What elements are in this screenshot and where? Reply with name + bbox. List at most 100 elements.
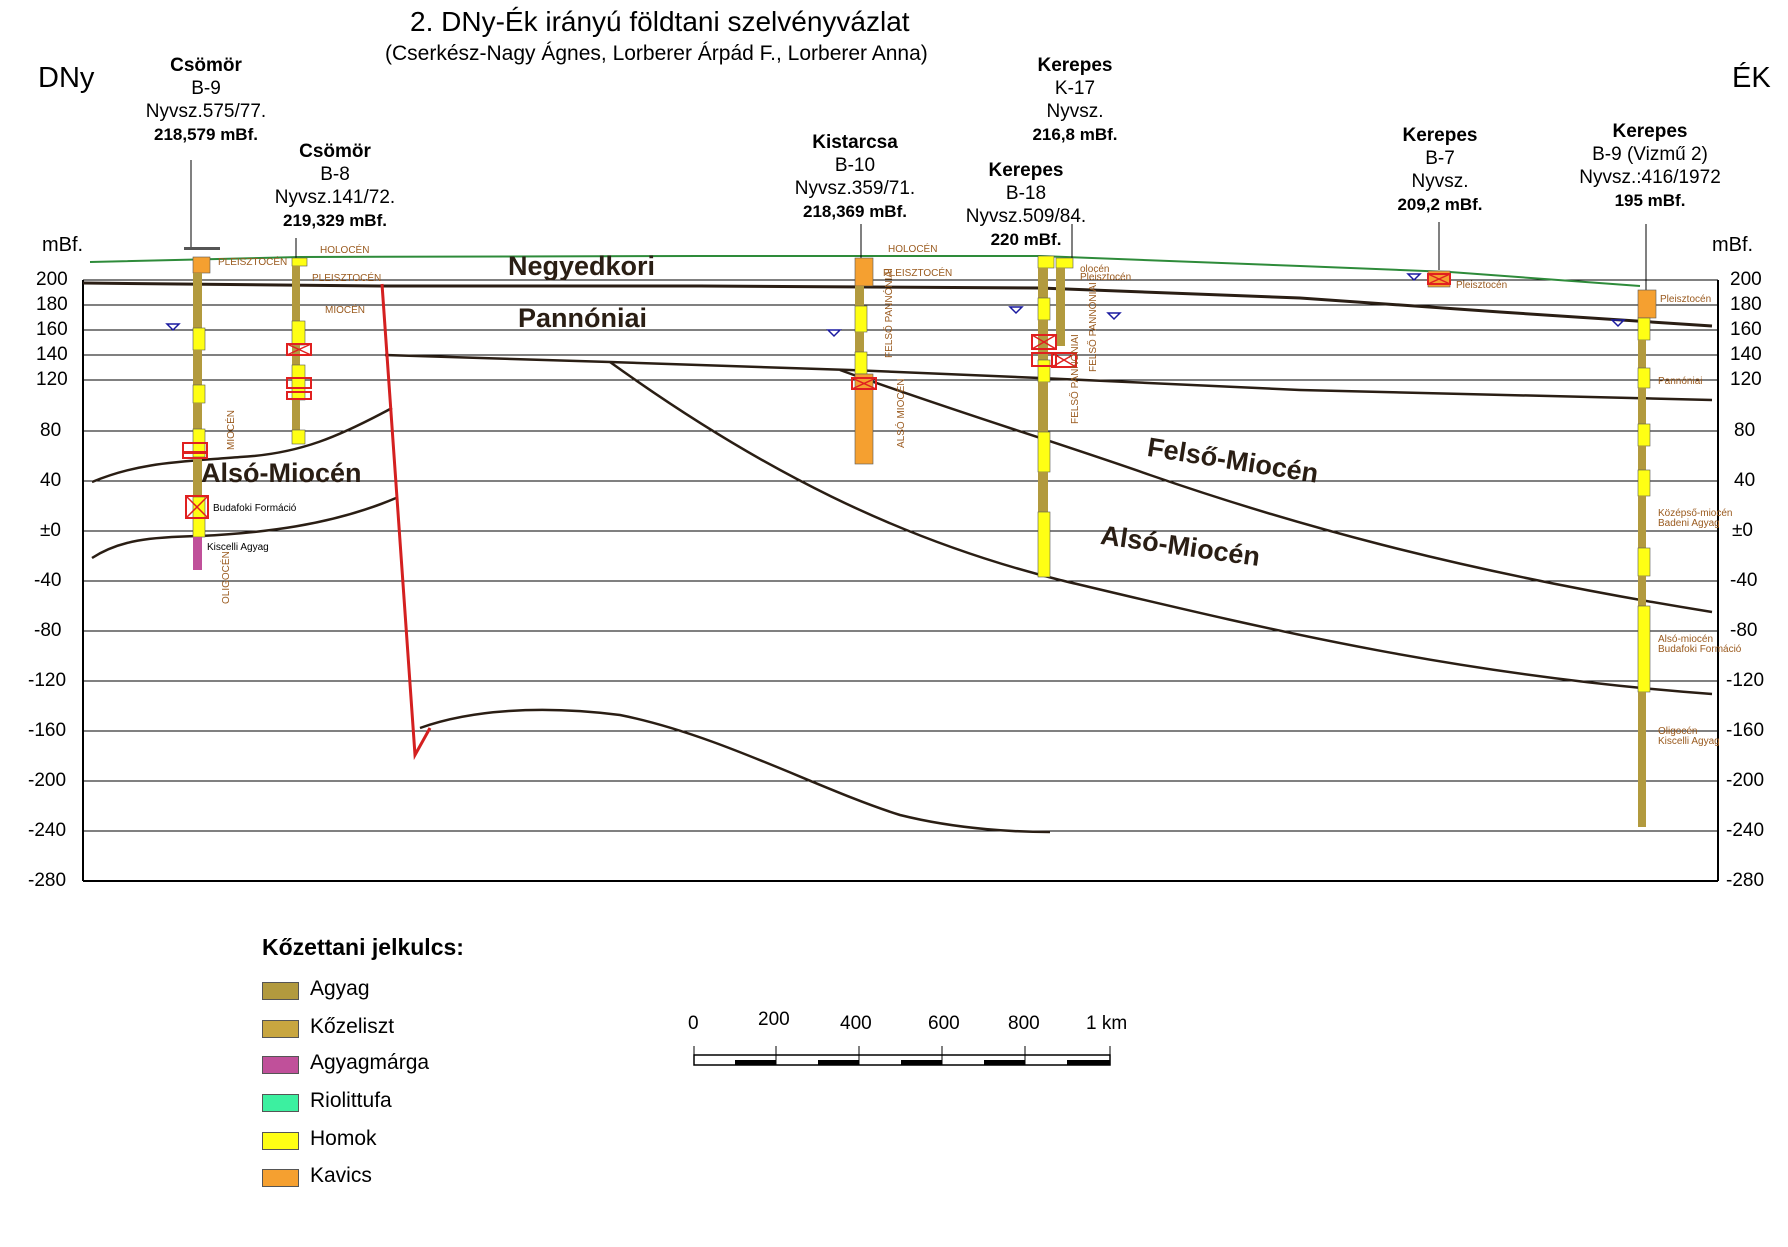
- well-code: B-18: [1005, 183, 1047, 204]
- layer-sand: [1037, 359, 1051, 383]
- filter-cross: [1031, 334, 1057, 350]
- layer-clay: [193, 457, 202, 497]
- layer-sand: [854, 305, 868, 333]
- strat-label: Pannóniai: [1658, 376, 1703, 387]
- tick-label: -80: [34, 620, 62, 641]
- borehole-log-csomor-b8: [286, 238, 312, 445]
- tick-label: -200: [1726, 770, 1765, 791]
- filter-marker: [1051, 352, 1077, 368]
- layer-sand: [1637, 317, 1651, 341]
- tick-label: -160: [1726, 720, 1765, 741]
- tick-label: -120: [28, 670, 67, 691]
- strat-label: OLIGOCÉN: [221, 551, 232, 604]
- figure-subtitle: (Cserkész-Nagy Ágnes, Lorberer Árpád F.,…: [385, 42, 928, 65]
- strat-label: PLEISZTOCÉN: [883, 268, 953, 279]
- strat-label: FELSŐ PANNÓNIAI: [1070, 334, 1081, 424]
- water-level-marker: [826, 329, 842, 338]
- tick-label: ±0: [40, 520, 61, 541]
- filter-cross: [1427, 273, 1451, 285]
- direction-right: ÉK: [1732, 62, 1771, 94]
- scale-segment: [818, 1060, 859, 1065]
- scale-bar: [693, 1046, 1111, 1066]
- strat-label: MIOCÉN: [226, 410, 237, 450]
- well-name: Kistarcsa: [812, 132, 898, 153]
- well-elev: 219,329 mBf.: [283, 211, 387, 230]
- well-cap: [184, 247, 220, 250]
- tick-label: -240: [1726, 820, 1765, 841]
- water-level-marker: [165, 323, 181, 332]
- strat-label: Pleisztocén: [1080, 272, 1132, 283]
- strat-label: Budafoki Formáció: [213, 503, 297, 514]
- lower-miocene-base-line: [609, 360, 1713, 696]
- filter-marker: [182, 452, 208, 459]
- tick-label: 120: [36, 369, 68, 390]
- strat-label: PLEISZTOCÉN: [218, 257, 288, 268]
- well-elev: 220 mBf.: [990, 230, 1062, 249]
- layer-clay: [855, 286, 864, 306]
- well-name: Kerepes: [988, 160, 1064, 181]
- layer-sand: [854, 351, 868, 375]
- tick-label: 120: [1730, 369, 1762, 390]
- legend-label: Agyag: [310, 977, 370, 1000]
- layer-clay: [1638, 692, 1646, 827]
- layer-gravel: [192, 256, 211, 274]
- scale-segment: [735, 1060, 776, 1065]
- layer-gravel: [1637, 289, 1657, 319]
- strat-label: Középső-miocén: [1658, 508, 1733, 519]
- strat-label: FELSŐ PANNÓNIAI: [1088, 282, 1099, 372]
- legend-title: Kőzettani jelkulcs:: [262, 934, 464, 960]
- filter-marker: [1031, 334, 1057, 350]
- axis-unit-right: mBf.: [1712, 234, 1754, 256]
- axis-unit-left: mBf.: [42, 234, 84, 256]
- figure-title: 2. DNy-Ék irányú földtani szelvényvázlat: [410, 6, 910, 37]
- legend-swatch: [262, 982, 299, 1000]
- layer-clay: [292, 400, 300, 430]
- layer-clay: [1638, 446, 1646, 470]
- well-reg: Nyvsz.: [1046, 101, 1104, 122]
- well-header-kerepes-k17: Kerepes K-17 Nyvsz. 216,8 mBf.: [1000, 54, 1150, 146]
- scale-label: 400: [840, 1013, 872, 1034]
- layer-sand: [291, 364, 306, 401]
- scale-label: 200: [758, 1009, 790, 1030]
- tick-label: -280: [28, 870, 67, 891]
- strat-label: Budafoki Formáció: [1658, 644, 1742, 655]
- legend-swatch: [262, 1020, 299, 1038]
- strat-label: Kiscelli Agyag: [1658, 736, 1720, 747]
- tick-label: -160: [28, 720, 67, 741]
- layer-clay: [855, 332, 864, 352]
- well-reg: Nyvsz.: [1411, 171, 1469, 192]
- layer-sand: [1637, 469, 1651, 497]
- tick-label: -240: [28, 820, 67, 841]
- tick-label: -80: [1730, 620, 1758, 641]
- well-name: Csömör: [170, 55, 242, 76]
- upper-miocene-base-line: [839, 368, 1713, 614]
- well-code: B-9: [191, 78, 221, 99]
- direction-left: DNy: [38, 62, 95, 94]
- filter-marker: [286, 391, 312, 400]
- strat-label: Pleisztocén: [1456, 280, 1508, 291]
- tick-label: ±0: [1732, 520, 1753, 541]
- layer-clay: [1638, 576, 1646, 606]
- well-name: Kerepes: [1402, 125, 1478, 146]
- scale-label: 800: [1008, 1013, 1040, 1034]
- layer-clay: [1038, 472, 1048, 512]
- tick-label: 180: [1730, 294, 1762, 315]
- layer-gravel: [854, 373, 874, 465]
- filter-marker: [185, 495, 209, 519]
- layer-clay: [292, 266, 300, 321]
- well-code: B-9 (Vizmű 2): [1592, 144, 1708, 165]
- tick-label: -40: [34, 570, 62, 591]
- borehole-log-kerepes-b7: [1406, 222, 1451, 288]
- strat-label: Alsó-miocén: [1658, 634, 1714, 645]
- tick-label: 40: [1734, 470, 1756, 491]
- layer-sand: [1037, 431, 1051, 473]
- layer-marl: [193, 537, 202, 570]
- tick-label: 160: [36, 319, 68, 340]
- borehole-log-kistarcsa-b10: [826, 224, 877, 465]
- filter-marker: [286, 377, 312, 389]
- grid-lines: [83, 279, 1718, 882]
- filter-marker: [851, 377, 877, 390]
- strat-label: ALSÓ MIOCÉN: [896, 378, 907, 448]
- tick-label: 200: [36, 269, 68, 290]
